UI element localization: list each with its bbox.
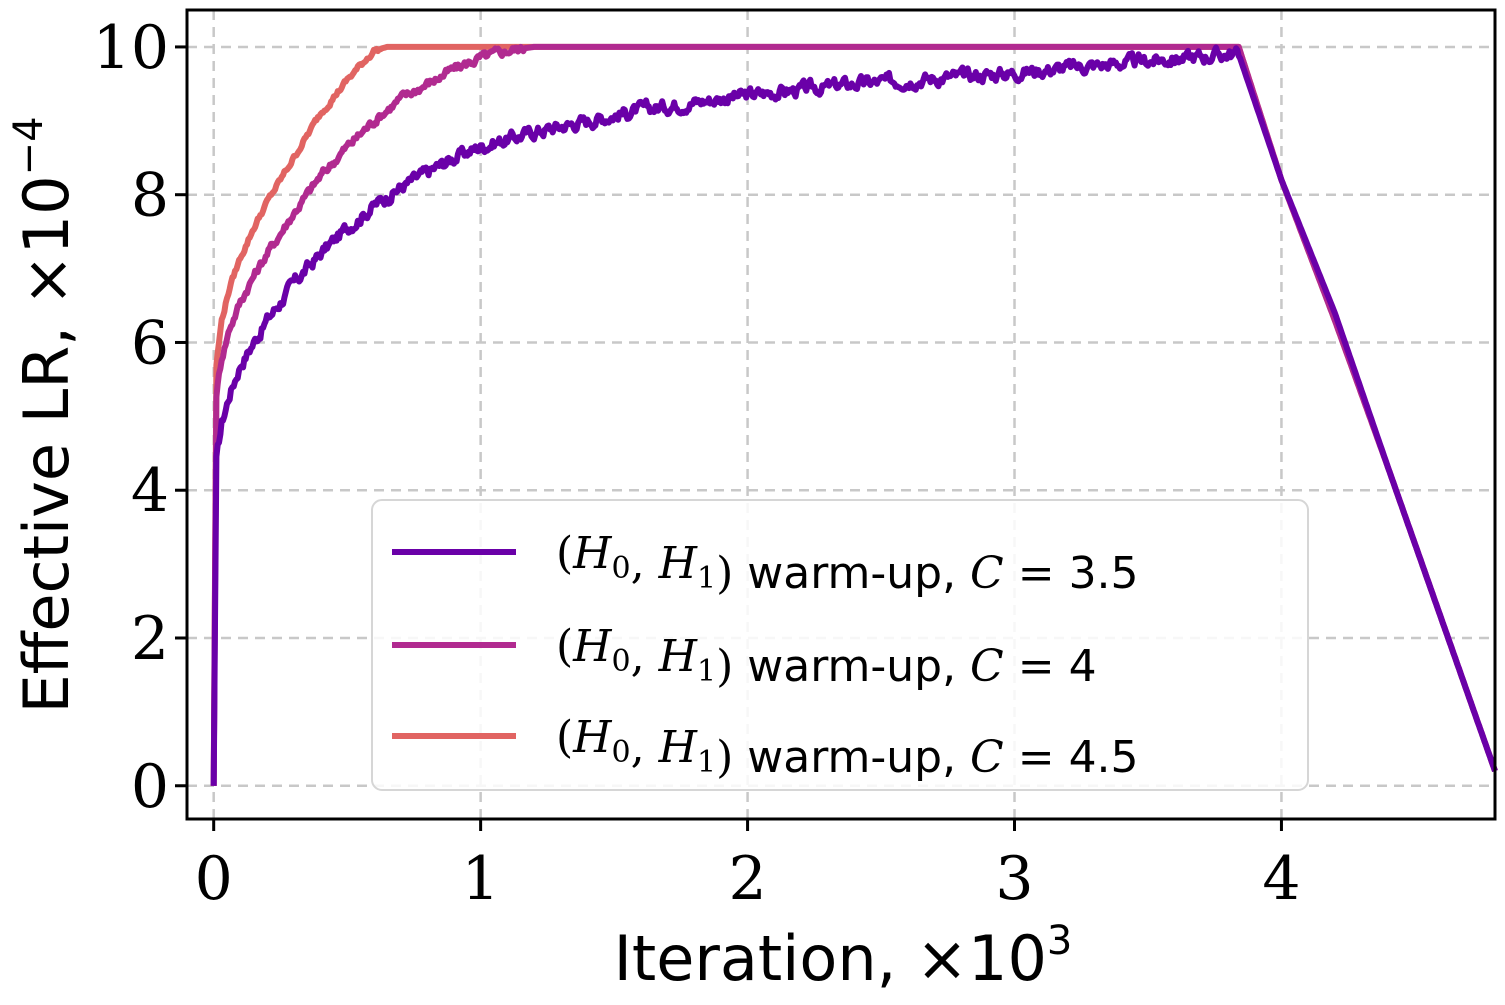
y-tick-label: 2	[131, 604, 169, 674]
x-axis-title-exponent: 3	[1047, 918, 1072, 964]
plot-frame	[185, 8, 1497, 821]
y-axis-title-text: Effective LR, ×10	[10, 175, 83, 713]
legend-box	[371, 499, 1309, 791]
x-axis-title-text: Iteration, ×10	[614, 922, 1047, 995]
x-axis-ticks: 0 1 2 3 4	[195, 819, 1301, 914]
series-line-0	[210, 44, 1498, 786]
legend-label-2: (H0, H1) warm-up, C = 4.5	[556, 712, 1139, 783]
y-tick-label: 8	[131, 161, 169, 231]
y-axis-title-exponent: −4	[6, 116, 52, 175]
y-axis-title: Effective LR, ×10−4	[6, 116, 83, 713]
x-tick-label: 1	[462, 844, 500, 914]
x-tick-label: 3	[995, 844, 1033, 914]
y-tick-label: 4	[131, 456, 169, 526]
y-tick-label: 10	[93, 13, 169, 83]
legend-label-0: (H0, H1) warm-up, C = 3.5	[556, 528, 1139, 599]
x-axis-title: Iteration, ×103	[614, 918, 1073, 995]
y-axis-ticks: 0 2 4 6 8 10	[93, 13, 187, 822]
x-tick-label: 4	[1262, 844, 1300, 914]
series-lines	[210, 43, 1498, 786]
legend-label-1: (H0, H1) warm-up, C = 4	[556, 621, 1097, 692]
legend: (H0, H1) warm-up, C = 3.5 (H0, H1) warm-u…	[371, 499, 1309, 791]
x-tick-label: 2	[728, 844, 766, 914]
y-tick-label: 6	[131, 308, 169, 378]
y-tick-label: 0	[131, 752, 169, 822]
x-tick-label: 0	[195, 844, 233, 914]
